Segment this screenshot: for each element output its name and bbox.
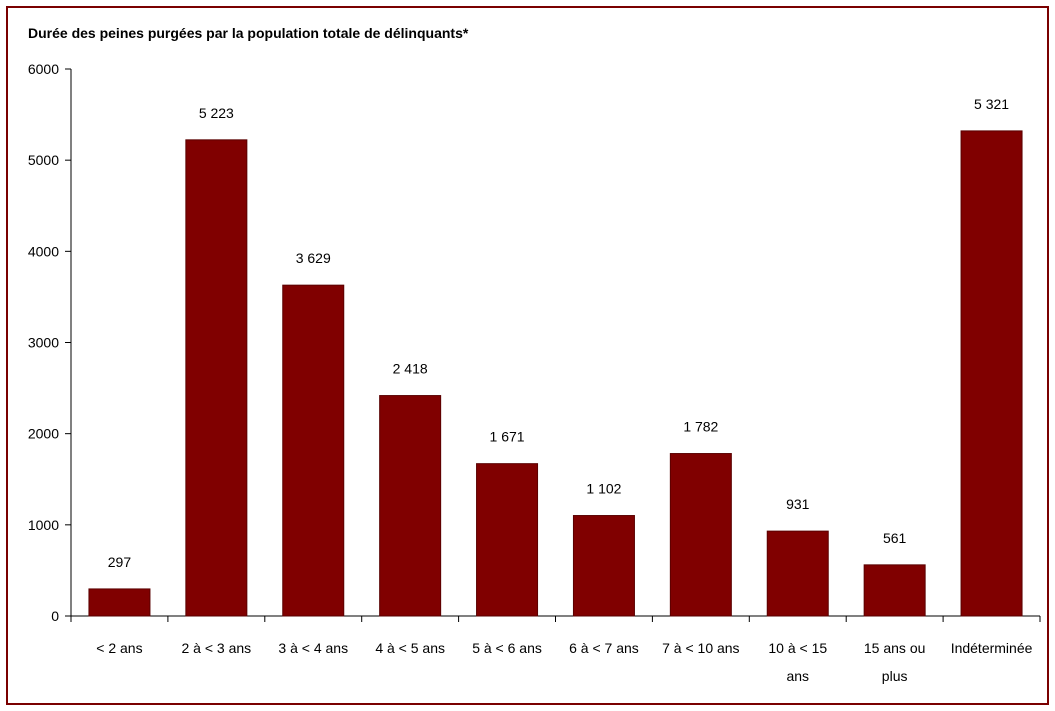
bar — [476, 463, 539, 617]
category-label: 10 à < 15 — [768, 640, 827, 656]
y-tick-label: 6000 — [28, 61, 59, 77]
bar — [669, 453, 732, 617]
data-label: 5 321 — [974, 96, 1009, 112]
category-label: 7 à < 10 ans — [662, 640, 739, 656]
chart-title: Durée des peines purgées par la populati… — [28, 25, 469, 41]
bar — [960, 130, 1023, 617]
category-label: 5 à < 6 ans — [472, 640, 542, 656]
y-tick-label: 3000 — [28, 335, 59, 351]
bar — [282, 284, 345, 617]
category-label: 3 à < 4 ans — [278, 640, 348, 656]
bar — [185, 139, 248, 617]
category-label: Indéterminée — [951, 640, 1033, 656]
category-label: 15 ans ou — [864, 640, 926, 656]
data-label: 1 782 — [683, 419, 718, 435]
bar — [572, 515, 635, 617]
data-label: 561 — [883, 530, 907, 546]
bar — [379, 395, 442, 617]
data-label: 5 223 — [199, 105, 234, 121]
data-label: 1 671 — [490, 429, 525, 445]
category-label: 6 à < 7 ans — [569, 640, 639, 656]
category-label: plus — [882, 668, 908, 684]
y-tick-label: 4000 — [28, 243, 59, 259]
bar — [766, 530, 829, 617]
category-label: 4 à < 5 ans — [375, 640, 445, 656]
data-label: 3 629 — [296, 250, 331, 266]
bar — [88, 588, 151, 617]
category-label: < 2 ans — [96, 640, 142, 656]
data-label: 931 — [786, 496, 810, 512]
data-label: 1 102 — [586, 481, 621, 497]
data-label: 297 — [108, 554, 132, 570]
y-tick-label: 5000 — [28, 152, 59, 168]
category-label: ans — [786, 668, 809, 684]
category-label: 2 à < 3 ans — [182, 640, 252, 656]
y-tick-label: 0 — [51, 608, 59, 624]
y-tick-label: 1000 — [28, 517, 59, 533]
y-tick-label: 2000 — [28, 426, 59, 442]
bar — [863, 564, 926, 617]
data-label: 2 418 — [393, 361, 428, 377]
